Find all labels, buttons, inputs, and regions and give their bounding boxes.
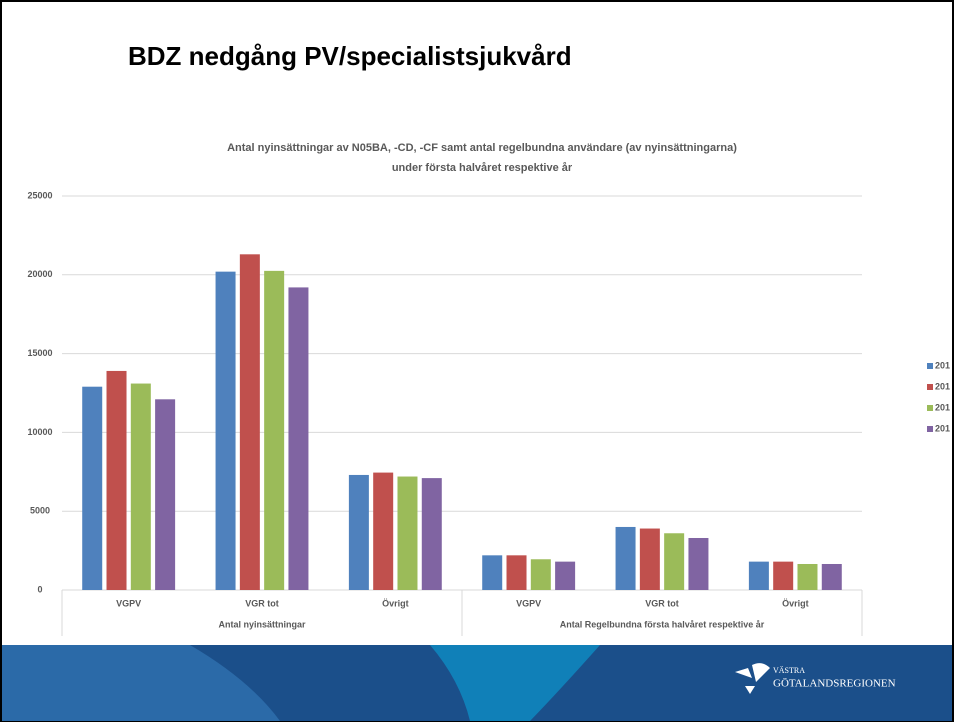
bar — [748, 561, 769, 590]
bar — [82, 386, 103, 590]
bar — [373, 472, 394, 590]
bar — [288, 287, 309, 590]
x-tick-label: VGR tot — [645, 598, 679, 608]
legend-swatch — [927, 426, 933, 432]
x-tick-label: VGPV — [516, 598, 541, 608]
bar — [530, 559, 551, 590]
banner-shape — [430, 645, 600, 721]
slide-title: BDZ nedgång PV/specialistsjukvård — [128, 41, 572, 71]
bar — [555, 561, 576, 590]
bar — [664, 533, 685, 590]
group-label: Antal nyinsättningar — [218, 619, 306, 629]
bar — [155, 399, 176, 590]
bar — [506, 555, 527, 590]
chart-title: Antal nyinsättningar av N05BA, -CD, -CF … — [227, 142, 737, 154]
bar — [688, 537, 709, 590]
x-tick-label: VGPV — [116, 598, 141, 608]
legend-label: 201 — [935, 360, 950, 370]
x-tick-label: VGR tot — [245, 598, 279, 608]
logo-text: GÖTALANDSREGIONEN — [773, 678, 896, 690]
bar — [821, 563, 842, 590]
bar — [397, 476, 418, 590]
bar — [130, 383, 151, 590]
legend-swatch — [927, 363, 933, 369]
bar — [797, 563, 818, 590]
x-tick-label: Övrigt — [382, 598, 409, 608]
banner: VÄSTRA GÖTALANDSREGIONEN — [2, 645, 952, 721]
legend-label: 201 — [935, 423, 950, 433]
bar — [421, 478, 442, 590]
logo-text: VÄSTRA — [773, 666, 805, 675]
bar — [773, 561, 794, 590]
legend-label: 201 — [935, 402, 950, 412]
y-tick-label: 20000 — [27, 269, 52, 279]
bar — [215, 271, 236, 590]
logo-icon — [735, 663, 770, 694]
group-label: Antal Regelbundna första halvåret respek… — [560, 619, 765, 629]
chart-title: under första halvåret respektive år — [392, 162, 573, 174]
legend-swatch — [927, 384, 933, 390]
legend-swatch — [927, 405, 933, 411]
bar — [106, 370, 127, 590]
banner-shape — [2, 645, 280, 721]
bar — [615, 526, 636, 590]
bar — [639, 528, 660, 590]
y-tick-label: 0 — [37, 584, 42, 594]
y-tick-label: 15000 — [27, 348, 52, 358]
y-tick-label: 5000 — [30, 506, 50, 516]
bar — [264, 270, 285, 590]
bar — [348, 474, 369, 590]
x-tick-label: Övrigt — [782, 598, 809, 608]
bar — [239, 254, 260, 590]
bar — [482, 555, 503, 590]
y-tick-label: 25000 — [27, 190, 52, 200]
y-tick-label: 10000 — [27, 427, 52, 437]
legend-label: 201 — [935, 381, 950, 391]
